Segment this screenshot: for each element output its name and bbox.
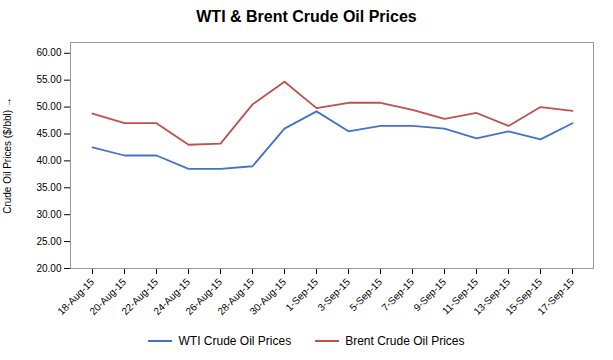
svg-text:20.00: 20.00 <box>36 263 61 274</box>
svg-text:9-Sep-15: 9-Sep-15 <box>411 276 449 314</box>
svg-text:13-Sep-15: 13-Sep-15 <box>471 276 513 317</box>
svg-text:11-Sep-15: 11-Sep-15 <box>439 276 481 317</box>
html-text:WTI & Brent Crude Oil Prices: WTI & Brent Crude Oil Prices <box>196 8 417 25</box>
svg-text:22-Aug-15: 22-Aug-15 <box>119 276 161 317</box>
svg-text:30.00: 30.00 <box>36 209 61 220</box>
svg-text:5-Sep-15: 5-Sep-15 <box>347 276 384 313</box>
svg-text:17-Sep-15: 17-Sep-15 <box>535 276 576 317</box>
svg-text:20-Aug-15: 20-Aug-15 <box>87 276 129 317</box>
html-text:WTI Crude Oil Prices: WTI Crude Oil Prices <box>178 334 292 348</box>
svg-text:24-Aug-15: 24-Aug-15 <box>151 276 193 317</box>
svg-text:30-Aug-15: 30-Aug-15 <box>247 276 288 317</box>
svg-text:35.00: 35.00 <box>36 182 61 193</box>
svg-text:7-Sep-15: 7-Sep-15 <box>379 276 416 313</box>
svg-text:Crude Oil Prices ($/bbl) →: Crude Oil Prices ($/bbl) → <box>2 97 13 214</box>
svg-text:45.00: 45.00 <box>36 128 61 139</box>
svg-text:3-Sep-15: 3-Sep-15 <box>315 276 352 313</box>
svg-text:26-Aug-15: 26-Aug-15 <box>183 276 225 317</box>
svg-text:60.00: 60.00 <box>36 47 61 58</box>
html-text:Brent Crude Oil Prices: Brent Crude Oil Prices <box>345 334 465 348</box>
svg-text:55.00: 55.00 <box>36 74 61 85</box>
svg-text:40.00: 40.00 <box>36 155 61 166</box>
svg-text:1-Sep-15: 1-Sep-15 <box>283 276 320 313</box>
svg-text:28-Aug-15: 28-Aug-15 <box>215 276 257 317</box>
svg-text:15-Sep-15: 15-Sep-15 <box>503 276 545 317</box>
svg-text:50.00: 50.00 <box>36 101 61 112</box>
svg-text:25.00: 25.00 <box>36 236 61 247</box>
svg-text:18-Aug-15: 18-Aug-15 <box>55 276 97 317</box>
